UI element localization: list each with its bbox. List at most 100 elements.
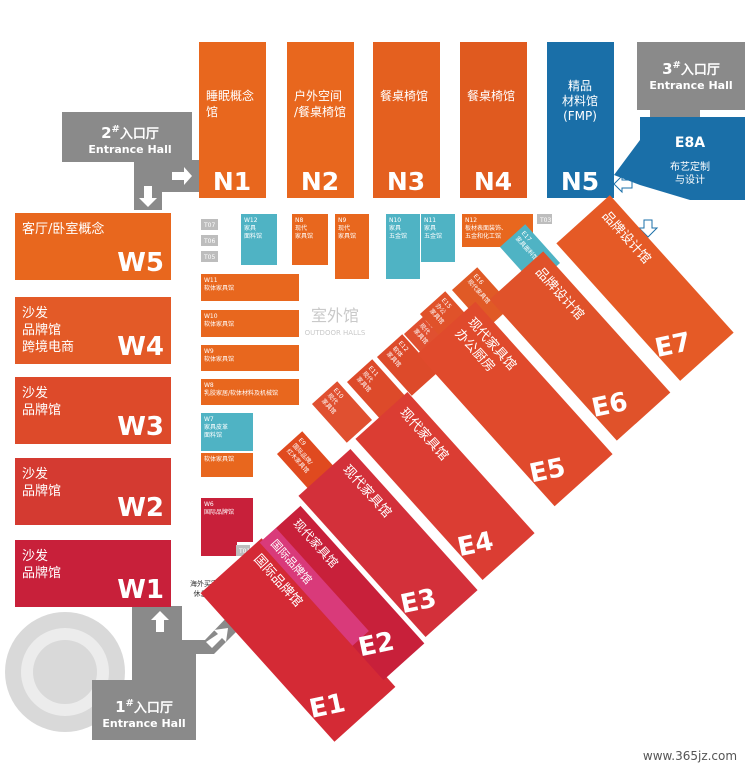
hall-box xyxy=(201,235,218,246)
hall: 餐桌椅馆 N4 xyxy=(460,42,527,198)
hall: 餐桌椅馆 N3 xyxy=(373,42,440,198)
hall-code: N3 xyxy=(387,167,425,196)
hall-code: N12 xyxy=(465,217,477,224)
hall-box xyxy=(259,505,425,681)
hall-box xyxy=(346,359,408,421)
hall-name: 户外空间 xyxy=(294,88,342,103)
hall-name: 与设计 xyxy=(675,173,705,186)
hall-name: 家具馆 xyxy=(295,232,313,240)
hall-code: N2 xyxy=(301,167,339,196)
hall-name: 家具皮革 xyxy=(204,423,228,431)
hall-name: 家具 xyxy=(424,224,436,232)
entrance-sup: # xyxy=(673,60,681,71)
hall-box xyxy=(547,42,614,198)
entrance-1-shape xyxy=(92,606,244,740)
hall-box xyxy=(556,195,734,381)
hall-name: 沙发 xyxy=(22,305,48,321)
hall-box xyxy=(201,219,218,230)
hall-name: 餐桌椅馆 xyxy=(467,88,515,103)
hall-box xyxy=(201,453,253,477)
hall-code: N11 xyxy=(424,217,436,224)
small-hall: T07 xyxy=(201,219,218,230)
hall-box xyxy=(201,413,253,451)
hall-box xyxy=(421,214,455,262)
small-hall: T03 xyxy=(537,214,552,224)
hall-box xyxy=(376,334,438,396)
outdoor-en: OUTDOOR HALLS xyxy=(305,329,366,337)
entrance-sup: # xyxy=(112,124,120,135)
hall-name: 品牌馆 xyxy=(22,565,61,581)
small-hall: T05 xyxy=(201,251,218,262)
lounge-line: 海外买家 xyxy=(190,579,218,588)
hall-name: 精品 xyxy=(568,79,592,93)
entrance-en: Entrance Hall xyxy=(102,717,185,730)
hall-code: E4 xyxy=(455,526,496,563)
hall-code: W9 xyxy=(204,348,214,355)
hall-box xyxy=(335,214,369,279)
entrance-number: 2 xyxy=(101,124,111,142)
hall-name: 材料馆 xyxy=(562,93,598,108)
hall-box xyxy=(201,310,299,337)
entrance-zh: 入口厅 xyxy=(681,63,720,78)
hall-code: N9 xyxy=(338,217,346,224)
hall-name: 软体家具馆 xyxy=(204,320,234,328)
hall-code: E9 xyxy=(297,437,307,447)
entrance-title: 3#入口厅 xyxy=(662,60,720,78)
hall-box xyxy=(241,214,277,265)
hall-code: T01 xyxy=(238,548,250,555)
hall-name: 软体家具馆 xyxy=(204,355,234,363)
hall-box xyxy=(292,214,328,265)
entrance-3-shape xyxy=(637,42,745,118)
hall-box xyxy=(15,458,171,525)
hall-name: 沙发 xyxy=(22,385,48,401)
hall: 户外空间/餐桌椅馆 N2 xyxy=(287,42,354,198)
hall-code: W6 xyxy=(204,501,214,508)
outdoor-zh: 室外馆 xyxy=(311,306,359,325)
watermark: www.365jz.com xyxy=(643,749,737,763)
hall-code: T06 xyxy=(203,238,215,245)
hall-code: N8 xyxy=(295,217,303,224)
ring xyxy=(5,612,125,732)
hall-code: W4 xyxy=(117,332,164,362)
arrows xyxy=(139,167,228,648)
hall-box xyxy=(373,42,440,198)
hall-code: E5 xyxy=(527,453,568,490)
hall-box xyxy=(537,214,552,224)
hall-box xyxy=(201,251,218,262)
hall-name: 睡眠概念 xyxy=(206,88,254,103)
hall-box xyxy=(386,214,420,279)
hall-box xyxy=(15,540,171,607)
hall-box xyxy=(201,345,299,371)
hall-box xyxy=(287,42,354,198)
hall-code: W7 xyxy=(204,416,214,423)
hall-box xyxy=(15,377,171,444)
hall-box xyxy=(200,538,396,742)
hall-name: 五金馆 xyxy=(424,232,442,240)
hall-name: 家具 xyxy=(389,224,401,232)
hall-code: N5 xyxy=(561,167,599,196)
hall-code: T07 xyxy=(203,222,215,229)
hall-name: 沙发 xyxy=(22,466,48,482)
hall-code: E1 xyxy=(307,688,348,725)
hall-code: N1 xyxy=(213,167,251,196)
entrance-2-shape xyxy=(62,112,199,210)
hall-name: 品牌馆 xyxy=(22,322,61,338)
hall-name: 面料馆 xyxy=(204,431,222,439)
hall-code: E6 xyxy=(589,387,630,424)
entrance-sup: # xyxy=(126,698,134,709)
